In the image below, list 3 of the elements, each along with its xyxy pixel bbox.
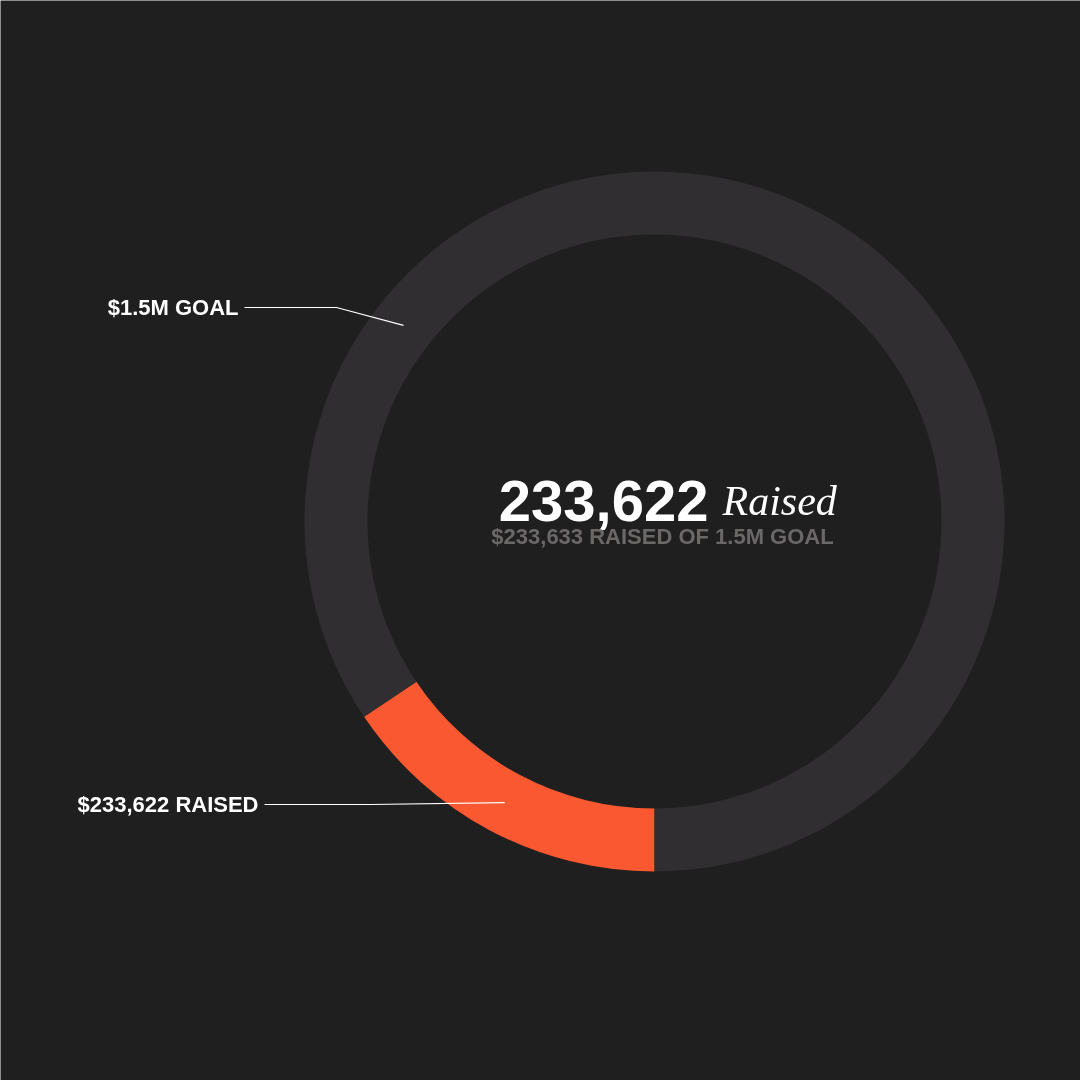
slice-label: $233,622 RAISED xyxy=(77,792,259,817)
slice-label: $1.5M GOAL xyxy=(107,295,239,320)
text: Raised xyxy=(721,477,838,524)
